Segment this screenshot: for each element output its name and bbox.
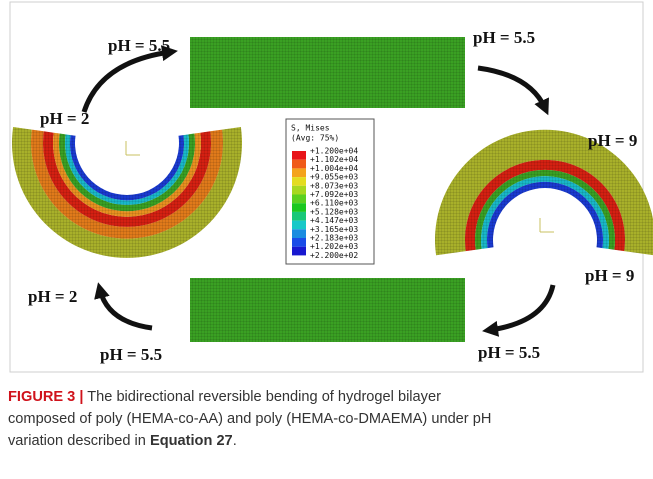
- legend-value: +6.110e+03: [310, 199, 358, 208]
- legend-value: +1.202e+03: [310, 242, 358, 251]
- ph-label: pH = 2: [28, 287, 77, 306]
- legend-value: +7.092e+03: [310, 190, 358, 199]
- axis-triad: [540, 218, 554, 232]
- strip-mesh: [190, 37, 465, 108]
- caption-reference: Equation 27: [150, 433, 233, 449]
- legend-value: +5.128e+03: [310, 207, 358, 216]
- legend-value: +1.102e+04: [310, 155, 358, 164]
- mesh: [12, 127, 242, 258]
- caption-text: composed of poly (HEMA-co-AA) and poly (…: [8, 408, 648, 430]
- legend-value: +1.200e+04: [310, 147, 358, 156]
- legend-swatch: [292, 160, 306, 169]
- legend-swatch: [292, 195, 306, 204]
- ph-label: pH = 9: [588, 131, 637, 150]
- legend-swatch: [292, 151, 306, 160]
- ph-label: pH = 2: [40, 109, 89, 128]
- legend-value: +3.165e+03: [310, 225, 358, 234]
- caption-text: variation described in: [8, 433, 150, 449]
- ph-label: pH = 5.5: [473, 28, 535, 47]
- strip-mesh: [190, 278, 465, 342]
- ph-label: pH = 5.5: [478, 343, 540, 362]
- legend-value: +8.073e+03: [310, 181, 358, 190]
- legend-swatch: [292, 168, 306, 177]
- legend-subtitle: (Avg: 75%): [291, 134, 339, 143]
- arrow: [478, 68, 545, 108]
- legend-swatch: [292, 229, 306, 238]
- caption: FIGURE 3 | The bidirectional reversible …: [8, 386, 648, 452]
- axis-triad: [126, 141, 140, 155]
- legend-value: +4.147e+03: [310, 216, 358, 225]
- arrow: [84, 52, 170, 112]
- legend-swatch: [292, 212, 306, 221]
- arrow: [490, 285, 553, 330]
- legend-swatch: [292, 221, 306, 230]
- ph-label: pH = 5.5: [100, 345, 162, 364]
- legend-swatch: [292, 186, 306, 195]
- figure: S, Mises (Avg: 75%) +1.200e+04+1.102e+04…: [0, 0, 653, 380]
- caption-text: The bidirectional reversible bending of …: [83, 389, 441, 405]
- legend-value: +9.055e+03: [310, 173, 358, 182]
- legend-swatch: [292, 238, 306, 247]
- legend-value: +2.200e+02: [310, 251, 358, 260]
- arrow: [100, 290, 152, 328]
- caption-label: FIGURE 3 |: [8, 389, 83, 405]
- legend: +1.200e+04+1.102e+04+1.004e+04+9.055e+03…: [292, 147, 358, 260]
- legend-value: +2.183e+03: [310, 234, 358, 243]
- ph-label: pH = 9: [585, 266, 634, 285]
- legend-swatch: [292, 177, 306, 186]
- legend-title: S, Mises: [291, 124, 330, 133]
- legend-swatch: [292, 203, 306, 212]
- legend-swatch: [292, 247, 306, 256]
- legend-value: +1.004e+04: [310, 164, 358, 173]
- page: S, Mises (Avg: 75%) +1.200e+04+1.102e+04…: [0, 0, 653, 479]
- ph-label: pH = 5.5: [108, 36, 170, 55]
- caption-text: .: [233, 433, 237, 449]
